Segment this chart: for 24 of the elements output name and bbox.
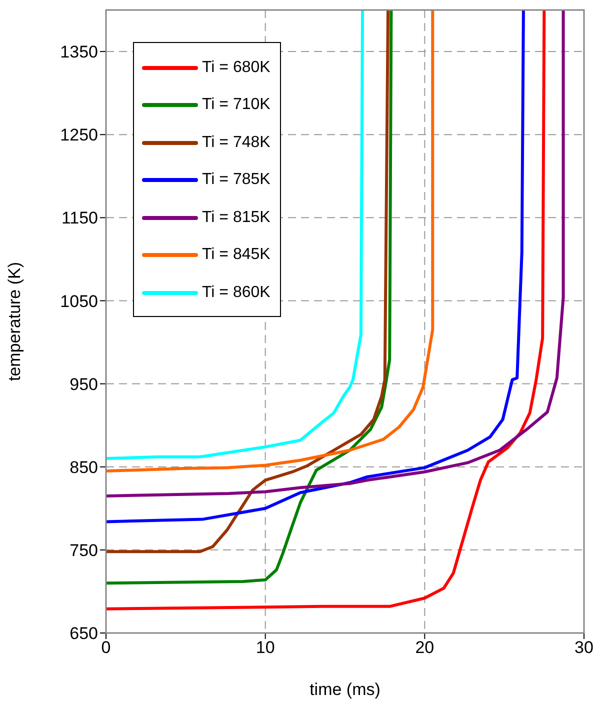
y-tick-label: 1150 <box>61 208 98 228</box>
x-tick-label: 0 <box>101 638 111 658</box>
y-tick-label: 1050 <box>60 292 98 311</box>
y-tick-label: 1350 <box>60 42 98 62</box>
legend-label: Ti = 845K <box>202 246 270 264</box>
legend-label: Ti = 680K <box>202 58 270 77</box>
x-tick-label: 30 <box>574 638 594 658</box>
line-series <box>106 10 364 460</box>
line-series <box>106 10 546 610</box>
x-tick-label: 20 <box>415 638 434 658</box>
y-tick-label: 950 <box>70 374 98 394</box>
y-tick-label: 850 <box>70 458 98 477</box>
y-axis-title: temperature (K) <box>5 262 24 382</box>
legend-label: Ti = 860K <box>202 284 270 302</box>
y-tick-label: 750 <box>70 540 98 560</box>
legend-label: Ti = 815K <box>202 208 270 227</box>
legend-label: Ti = 748K <box>202 134 270 152</box>
line-series <box>106 10 434 473</box>
x-axis-title: time (ms) <box>310 680 380 699</box>
legend-label: Ti = 785K <box>202 171 270 190</box>
x-tick-label: 10 <box>256 638 275 658</box>
legend-label: Ti = 710K <box>202 96 270 114</box>
y-tick-label: 1250 <box>60 126 98 145</box>
y-tick-label: 650 <box>70 624 98 644</box>
